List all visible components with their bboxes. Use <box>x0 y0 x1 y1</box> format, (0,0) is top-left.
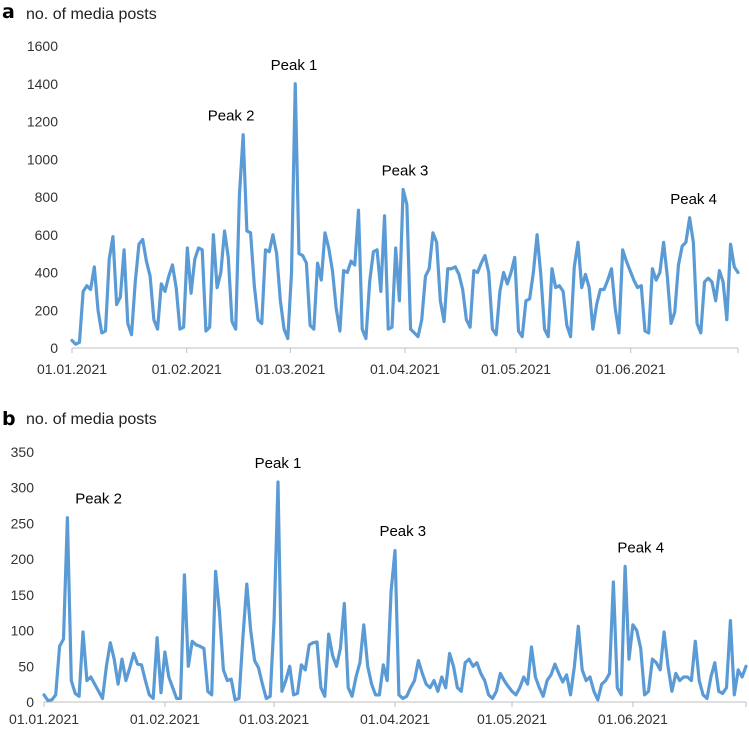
x-tick-label: 01.02.2021 <box>130 711 200 727</box>
y-tick-label: 800 <box>35 189 59 205</box>
y-tick-label: 100 <box>11 623 35 639</box>
y-tick-label: 200 <box>11 551 35 567</box>
y-tick-label: 0 <box>26 694 34 710</box>
panel-label: a <box>2 1 15 23</box>
chart-panel-a: a no. of media posts 0 200 400 600 800 1000 1200… <box>2 1 740 377</box>
x-tick-label: 01.05.2021 <box>477 711 547 727</box>
y-tick-label: 150 <box>11 587 35 603</box>
y-tick-label: 50 <box>18 658 34 674</box>
peak-annotation: Peak 1 <box>255 455 302 472</box>
peak-annotation: Peak 3 <box>382 162 429 179</box>
chart-panel-b: b no. of media posts 0 50 100 150 200 250 300 350… <box>2 408 748 727</box>
y-tick-label: 200 <box>35 302 59 318</box>
x-tick-label: 01.06.2021 <box>598 711 668 727</box>
y-axis-label: no. of media posts <box>26 411 157 428</box>
x-tick-label: 01.01.2021 <box>37 361 107 377</box>
panel-label: b <box>2 408 16 430</box>
y-tick-label: 1600 <box>27 38 58 54</box>
peak-annotation: Peak 2 <box>208 108 255 125</box>
y-tick-label: 250 <box>11 515 35 531</box>
y-tick-label: 600 <box>35 227 59 243</box>
peak-annotation: Peak 3 <box>379 523 426 540</box>
series-line-b <box>42 480 748 703</box>
x-tick-label: 01.02.2021 <box>152 361 222 377</box>
series-line-a <box>70 82 740 346</box>
y-axis-label: no. of media posts <box>26 6 157 23</box>
y-tick-label: 1400 <box>27 76 58 92</box>
peak-annotation: Peak 4 <box>617 539 664 556</box>
peak-annotation: Peak 2 <box>75 491 122 508</box>
y-tick-label: 350 <box>11 444 35 460</box>
x-tick-label: 01.01.2021 <box>9 711 79 727</box>
x-tick-label: 01.04.2021 <box>370 361 440 377</box>
y-tick-label: 0 <box>50 340 58 356</box>
y-tick-label: 300 <box>11 480 35 496</box>
peak-annotation: Peak 4 <box>670 191 717 208</box>
x-tick-label: 01.03.2021 <box>239 711 309 727</box>
y-tick-label: 1200 <box>27 114 58 130</box>
x-tick-label: 01.05.2021 <box>481 361 551 377</box>
y-tick-label: 400 <box>35 265 59 281</box>
x-tick-label: 01.04.2021 <box>360 711 430 727</box>
peak-annotation: Peak 1 <box>271 57 318 74</box>
y-tick-label: 1000 <box>27 151 58 167</box>
x-tick-label: 01.06.2021 <box>596 361 666 377</box>
x-tick-label: 01.03.2021 <box>255 361 325 377</box>
